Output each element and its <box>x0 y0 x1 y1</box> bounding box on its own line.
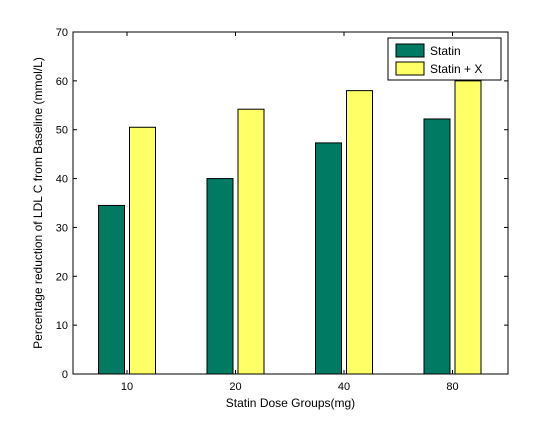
x-tick-label: 80 <box>446 381 458 393</box>
y-tick-label: 30 <box>56 222 68 234</box>
y-tick-label: 10 <box>56 320 68 332</box>
bar-statin-x-80 <box>454 80 482 375</box>
x-axis-title: Statin Dose Groups(mg) <box>226 396 355 410</box>
y-tick-label: 20 <box>56 271 68 283</box>
x-tick-label: 10 <box>121 381 133 393</box>
x-tick-label: 20 <box>229 381 241 393</box>
bar-statin-80 <box>423 118 451 375</box>
bar-statin-40 <box>315 142 342 375</box>
bars-group <box>98 80 482 375</box>
y-tick-label: 60 <box>56 76 68 88</box>
legend: Statin Statin + X <box>387 37 502 81</box>
x-tick-label: 40 <box>338 381 350 393</box>
legend-label: Statin + X <box>430 62 482 76</box>
y-tick-label: 40 <box>56 174 68 186</box>
legend-swatch-statin-x <box>395 61 425 76</box>
legend-label: Statin <box>430 44 461 58</box>
y-tick-label: 50 <box>56 125 68 137</box>
y-tick-label: 70 <box>56 27 68 39</box>
bar-statin-20 <box>206 178 234 375</box>
legend-swatch-statin <box>395 43 425 58</box>
bar-statin-x-10 <box>129 126 156 375</box>
plot-frame <box>72 31 509 375</box>
y-axis-title: Percentage reduction of LDL C from Basel… <box>31 57 45 349</box>
bar-statin-10 <box>98 204 125 375</box>
x-axis-ticks: 10 20 40 80 <box>121 32 459 393</box>
y-tick-label: 0 <box>62 369 68 381</box>
bar-statin-x-40 <box>346 90 373 375</box>
bar-statin-x-20 <box>237 108 265 375</box>
